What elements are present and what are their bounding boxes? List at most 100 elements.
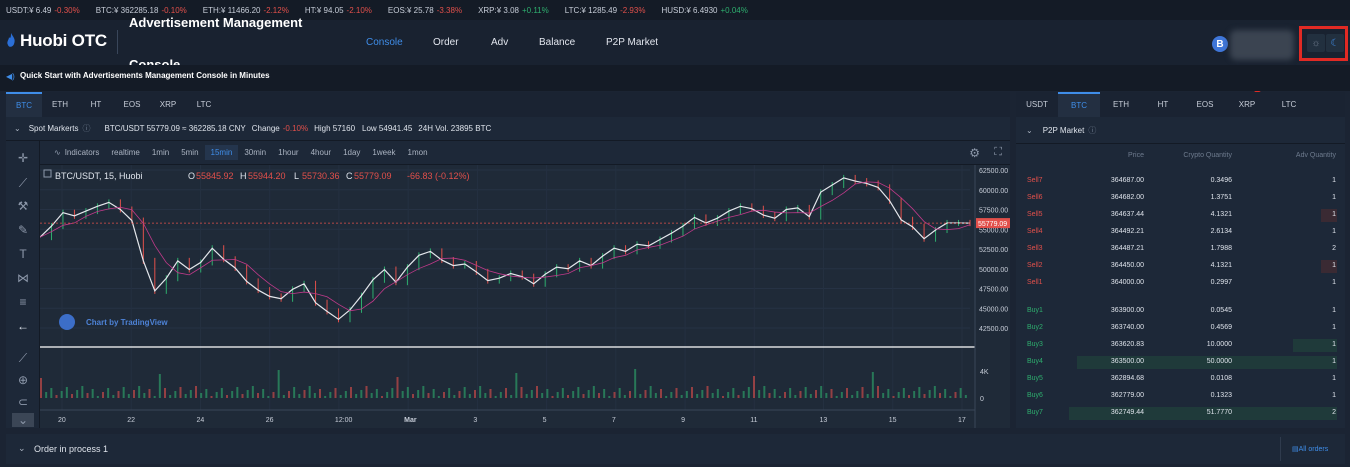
interval-30min[interactable]: 30min bbox=[244, 148, 267, 157]
volume-bar bbox=[711, 393, 714, 398]
tradingview-watermark: Chart by TradingView bbox=[86, 318, 168, 327]
text-icon[interactable]: T bbox=[19, 247, 27, 261]
tab-xrp[interactable]: XRP bbox=[159, 100, 177, 109]
drawing-toolbar: ✛ ⟋ ⚒ ✎ T ⋈ ≡ ← ⟋ ⊕ ⊂ ⌄ bbox=[6, 141, 40, 428]
all-orders-button[interactable]: ▤All orders bbox=[1292, 445, 1328, 453]
position-icon[interactable]: ≡ bbox=[19, 295, 27, 309]
interval-1week[interactable]: 1week bbox=[372, 148, 396, 157]
ticker-item[interactable]: USDT:¥ 6.49 -0.30% bbox=[6, 6, 80, 15]
chevron-down-icon[interactable]: ⌄ bbox=[1026, 125, 1033, 135]
buy-row[interactable]: Buy5 362894.68 0.0108 1 bbox=[1016, 371, 1345, 388]
spot-markets-label: Spot Markerts bbox=[28, 124, 79, 133]
pattern-icon[interactable]: ⋈ bbox=[17, 271, 29, 285]
nav-p2p-market[interactable]: P2P Market bbox=[606, 37, 659, 48]
help-icon[interactable]: ⓘ bbox=[82, 124, 91, 133]
tab-btc[interactable]: BTC bbox=[6, 92, 42, 117]
fib-icon[interactable]: ⚒ bbox=[17, 199, 29, 213]
crosshair-icon[interactable]: ✛ bbox=[17, 151, 29, 165]
interval-15min[interactable]: 15min bbox=[204, 145, 239, 160]
interval-4hour[interactable]: 4hour bbox=[310, 148, 332, 157]
chevron-down-icon[interactable]: ⌄ bbox=[14, 124, 21, 133]
buy-row[interactable]: Buy3 363620.83 10.0000 1 bbox=[1016, 337, 1345, 354]
huobi-otc-logo[interactable]: Huobi OTC bbox=[6, 31, 107, 51]
brush-icon[interactable]: ✎ bbox=[17, 223, 29, 237]
tab-ltc[interactable]: LTC bbox=[1281, 100, 1297, 109]
ticker-item[interactable]: XRP:¥ 3.08 +0.11% bbox=[478, 6, 549, 15]
volume-bar bbox=[871, 372, 874, 398]
nav-console[interactable]: Console bbox=[366, 37, 403, 48]
buy-row[interactable]: Buy2 363740.00 0.4569 1 bbox=[1016, 320, 1345, 337]
nav-order[interactable]: Order bbox=[433, 37, 459, 48]
ticker-item[interactable]: ETH:¥ 11466.20 -2.12% bbox=[203, 6, 289, 15]
price: 363740.00 bbox=[1110, 324, 1144, 331]
crypto-qty: 0.3496 bbox=[1210, 177, 1232, 184]
sell-row[interactable]: Sell1 364000.00 0.2997 1 bbox=[1016, 275, 1345, 292]
username-blurred[interactable] bbox=[1230, 30, 1294, 60]
trendline-icon[interactable]: ⟋ bbox=[18, 176, 28, 190]
sell-row[interactable]: Sell7 364687.00 0.3496 1 bbox=[1016, 173, 1345, 190]
ticker-item[interactable]: HUSD:¥ 6.4930 +0.04% bbox=[661, 6, 747, 15]
tab-ltc[interactable]: LTC bbox=[196, 100, 212, 109]
sell-row[interactable]: Sell4 364492.21 2.6134 1 bbox=[1016, 224, 1345, 241]
buy-row[interactable]: Buy1 363900.00 0.0545 1 bbox=[1016, 303, 1345, 320]
volume-bar bbox=[944, 389, 947, 398]
buy-row[interactable]: Buy7 362749.44 51.7770 2 bbox=[1016, 405, 1345, 422]
tab-btc[interactable]: BTC bbox=[1058, 92, 1100, 117]
ticker-item[interactable]: HT:¥ 94.05 -2.10% bbox=[305, 6, 372, 15]
low-value: Low 54941.45 bbox=[362, 124, 413, 133]
settings-icon[interactable]: ⚙ bbox=[969, 146, 980, 160]
volume-bar bbox=[892, 396, 895, 398]
zoom-in-icon[interactable]: ⊕ bbox=[17, 373, 29, 387]
volume-bar bbox=[489, 389, 492, 398]
interval-1min[interactable]: 1min bbox=[151, 148, 170, 157]
ticker-item[interactable]: BTC:¥ 362285.18 -0.10% bbox=[96, 6, 187, 15]
tab-xrp[interactable]: XRP bbox=[1238, 100, 1256, 109]
tab-ht[interactable]: HT bbox=[1157, 100, 1169, 109]
buy-row[interactable]: Buy4 363500.00 50.0000 1 bbox=[1016, 354, 1345, 371]
chevron-down-icon[interactable]: ⌄ bbox=[18, 443, 26, 453]
ruler-icon[interactable]: ⟋ bbox=[18, 351, 28, 365]
interval-5min[interactable]: 5min bbox=[181, 148, 199, 157]
tab-eth[interactable]: ETH bbox=[52, 100, 68, 109]
volume-bar bbox=[525, 394, 528, 398]
ohlc-key: L bbox=[294, 171, 299, 181]
y-tick-label: 42500.00 bbox=[979, 326, 1008, 333]
tab-ht[interactable]: HT bbox=[90, 100, 102, 109]
nav-adv[interactable]: Adv bbox=[491, 37, 509, 48]
tab-usdt[interactable]: USDT bbox=[1026, 100, 1048, 109]
avatar[interactable]: B bbox=[1212, 36, 1228, 52]
interval-1mon[interactable]: 1mon bbox=[407, 148, 428, 157]
sell-row[interactable]: Sell5 364637.44 4.1321 1 bbox=[1016, 207, 1345, 224]
buy-row[interactable]: Buy6 362779.00 0.1323 1 bbox=[1016, 388, 1345, 405]
help-icon[interactable]: ⓘ bbox=[1088, 125, 1097, 135]
arrow-left-icon[interactable]: ← bbox=[17, 319, 29, 333]
fullscreen-icon[interactable]: ⛶ bbox=[994, 146, 1002, 158]
ticker-item[interactable]: EOS:¥ 25.78 -3.38% bbox=[388, 6, 462, 15]
interval-1day[interactable]: 1day bbox=[343, 148, 361, 157]
ticker-item[interactable]: LTC:¥ 1285.49 -2.93% bbox=[565, 6, 646, 15]
indicators-button[interactable]: Indicators bbox=[64, 148, 100, 157]
collapse-icon[interactable]: ⌄ bbox=[12, 413, 34, 427]
crypto-qty: 2.6134 bbox=[1210, 228, 1232, 235]
interval-realtime[interactable]: realtime bbox=[111, 148, 140, 157]
quick-start-banner[interactable]: ◀) Quick Start with Advertisements Manag… bbox=[0, 65, 1350, 91]
volume-bar bbox=[866, 394, 869, 398]
volume-bar bbox=[701, 390, 704, 398]
interval-1hour[interactable]: 1hour bbox=[278, 148, 299, 157]
nav-balance[interactable]: Balance bbox=[539, 37, 576, 48]
sell-row[interactable]: Sell3 364487.21 1.7988 2 bbox=[1016, 241, 1345, 258]
volume-bar bbox=[468, 394, 471, 398]
volume-bar bbox=[81, 386, 84, 398]
tab-eth[interactable]: ETH bbox=[1113, 100, 1129, 109]
tab-eos[interactable]: EOS bbox=[123, 100, 141, 109]
volume-bar bbox=[308, 386, 311, 398]
y-tick-label: 47500.00 bbox=[979, 287, 1008, 294]
indicators-icon[interactable]: ∿ bbox=[54, 148, 61, 157]
moon-icon[interactable]: ☾ bbox=[1326, 34, 1344, 52]
sell-row[interactable]: Sell2 364450.00 4.1321 1 bbox=[1016, 258, 1345, 275]
price-chart[interactable]: 62500.00 60000.00 57500.00 55000.00 52500.00… bbox=[40, 165, 1010, 428]
magnet-icon[interactable]: ⊂ bbox=[17, 395, 29, 409]
sell-row[interactable]: Sell6 364682.00 1.3751 1 bbox=[1016, 190, 1345, 207]
sun-icon[interactable]: ☼ bbox=[1307, 34, 1325, 52]
tab-eos[interactable]: EOS bbox=[1196, 100, 1214, 109]
